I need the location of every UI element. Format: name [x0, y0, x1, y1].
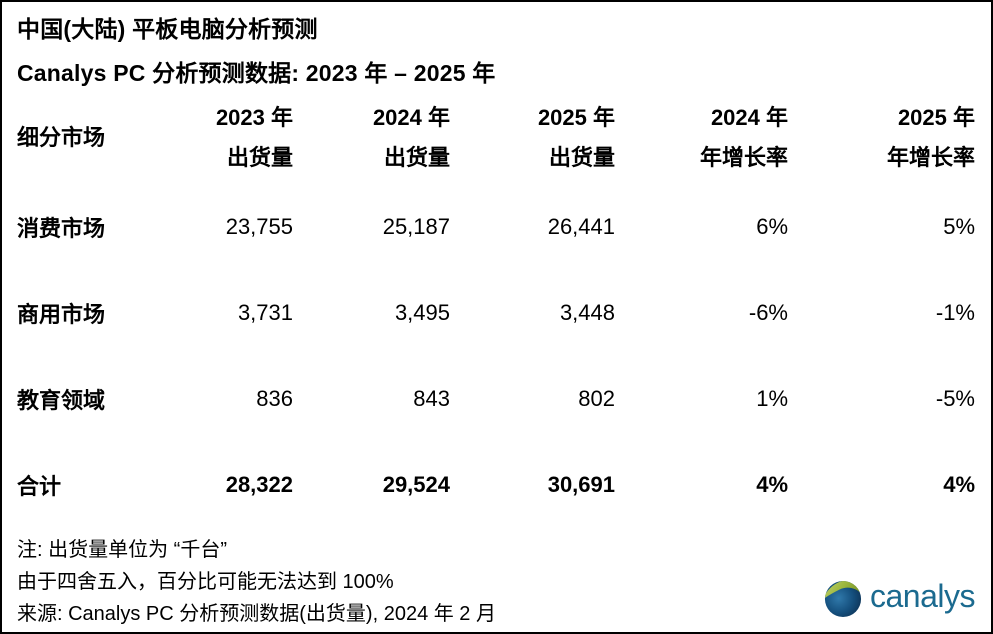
footnote-unit: 注: 出货量单位为 “千台” [17, 539, 227, 561]
table-row-total: 合计 28,322 29,524 30,691 4% 4% [17, 472, 975, 499]
table-row-commercial: 商用市场 3,731 3,495 3,448 -6% -1% [17, 300, 975, 327]
page-subtitle: Canalys PC 分析预测数据: 2023 年 – 2025 年 [17, 60, 496, 86]
table-row-consumer: 消费市场 23,755 25,187 26,441 6% 5% [17, 214, 975, 241]
canalys-wordmark: canalys [870, 578, 976, 614]
column-header-segment-label: 细分市场 [17, 125, 106, 150]
column-header-2025-shipments: 2025 年 出货量 [537, 105, 615, 170]
footnote-rounding: 由于四舍五入，百分比可能无法达到 100% [17, 571, 394, 593]
table-row-education: 教育领域 836 843 802 1% -5% [17, 386, 975, 413]
canalys-logo: canalys [824, 578, 976, 618]
column-header-2024-shipments: 2024 年 出货量 [372, 105, 450, 170]
page-title: 中国(大陆) 平板电脑分析预测 [17, 16, 318, 42]
footnote-source: 来源: Canalys PC 分析预测数据(出货量), 2024 年 2 月 [17, 603, 496, 625]
column-header-segment: 细分市场 [17, 98, 177, 178]
column-header-2023-shipments: 2023 年 出货量 [215, 105, 293, 170]
column-header-2024-growth: 2024 年 年增长率 [699, 105, 788, 170]
footnotes: 注: 出货量单位为 “千台” 由于四舍五入，百分比可能无法达到 100% 来源:… [17, 534, 975, 630]
table-header-row: 细分市场 2023 年 出货量 2024 年 出货量 2025 年 出货量 20… [17, 98, 975, 178]
column-header-2025-growth: 2025 年 年增长率 [886, 105, 975, 170]
canalys-globe-icon [824, 580, 862, 618]
